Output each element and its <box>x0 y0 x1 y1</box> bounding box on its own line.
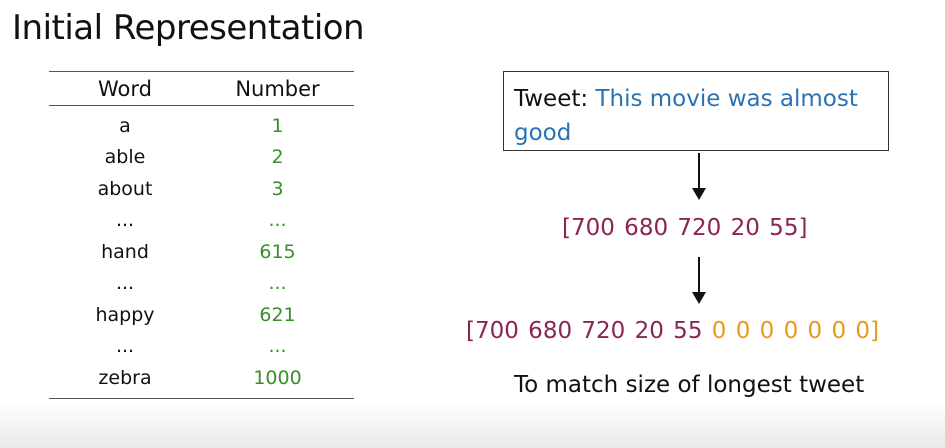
tweet-box: Tweet: This movie was almost good <box>503 71 889 151</box>
word-cell: zebra <box>98 366 152 389</box>
tweet-text: This movie was almost good <box>514 86 858 146</box>
padded-values: [700 680 720 20 55 <box>466 318 703 344</box>
table-bottom-rule <box>49 397 354 399</box>
table-row: ... ... <box>49 331 354 363</box>
number-cell: 1000 <box>253 366 302 389</box>
token-sequence: [700 680 720 20 55] <box>562 215 808 241</box>
table-row: able 2 <box>49 142 354 174</box>
word-cell: happy <box>95 303 155 326</box>
number-cell: 2 <box>271 146 284 169</box>
table-header-rule <box>49 105 354 106</box>
word-cell: about <box>97 177 153 200</box>
word-cell: ... <box>115 272 135 295</box>
table-row: about 3 <box>49 173 354 205</box>
padded-sequence: [700 680 720 20 55 0 0 0 0 0 0 0] <box>466 318 879 344</box>
padding-caption: To match size of longest tweet <box>514 372 865 398</box>
table-row: a 1 <box>49 110 354 142</box>
number-cell: 621 <box>259 303 296 326</box>
table-header-row: Word Number <box>49 72 354 105</box>
header-number: Number <box>235 76 320 101</box>
padding-zeros: 0 0 0 0 0 0 0 <box>711 318 871 344</box>
table-row: happy 621 <box>49 299 354 331</box>
bottom-shade <box>0 402 945 448</box>
down-arrow-icon <box>692 257 706 304</box>
word-cell: a <box>119 114 131 137</box>
number-cell: ... <box>268 335 287 358</box>
number-cell: 1 <box>271 114 284 137</box>
number-cell: 3 <box>271 177 284 200</box>
number-cell: ... <box>268 209 287 232</box>
number-cell: 615 <box>259 240 296 263</box>
word-cell: ... <box>115 335 135 358</box>
table-row: hand 615 <box>49 236 354 268</box>
number-cell: ... <box>268 272 287 295</box>
padded-close-bracket: ] <box>870 318 880 344</box>
tweet-label: Tweet: <box>514 86 589 112</box>
down-arrow-icon <box>692 153 706 200</box>
word-cell: ... <box>115 209 135 232</box>
vocabulary-table: Word Number a 1 able 2 about 3 ... ... h… <box>49 71 354 399</box>
word-cell: able <box>104 146 146 169</box>
header-word: Word <box>98 76 152 101</box>
word-cell: hand <box>101 240 149 263</box>
table-row: zebra 1000 <box>49 362 354 394</box>
slide-title: Initial Representation <box>12 8 365 48</box>
table-top-rule <box>49 71 354 72</box>
table-row: ... ... <box>49 205 354 237</box>
table-row: ... ... <box>49 268 354 300</box>
